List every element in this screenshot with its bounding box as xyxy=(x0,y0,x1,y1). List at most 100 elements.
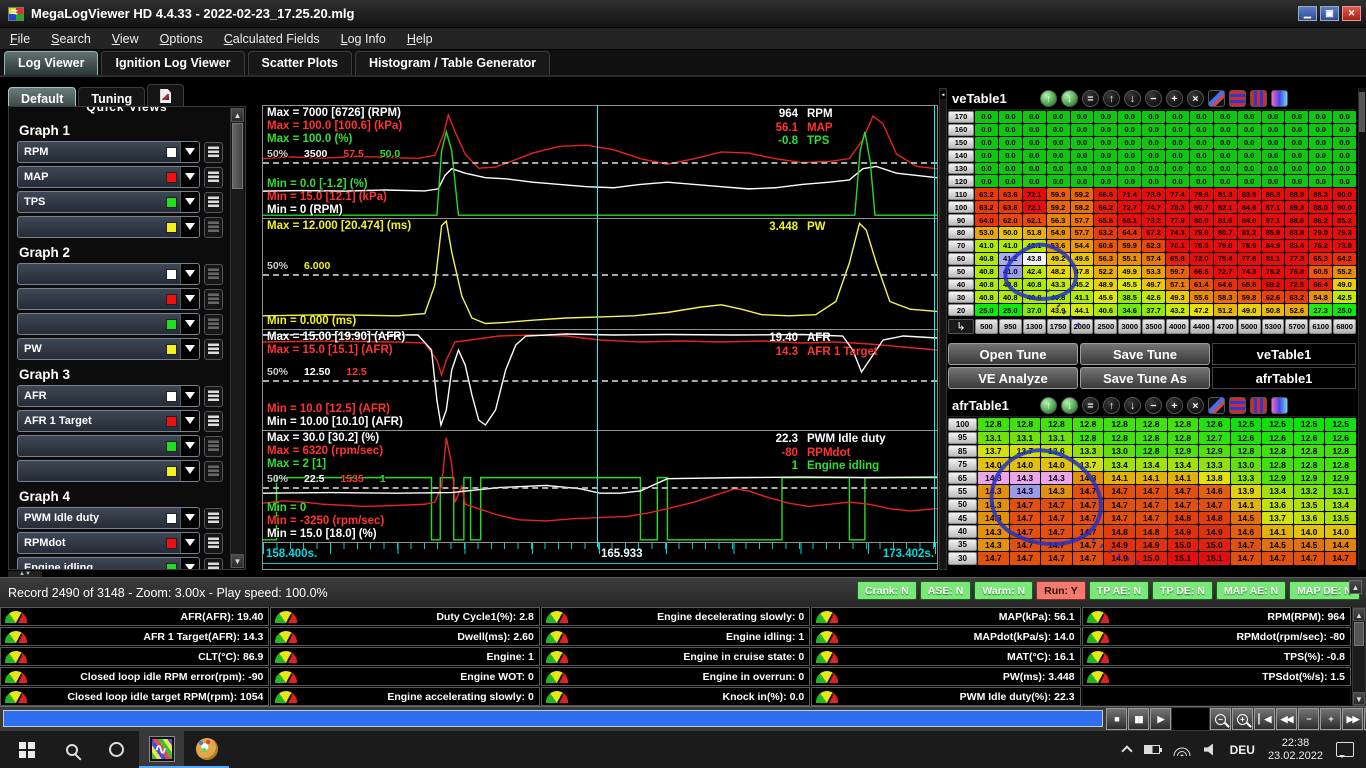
afr-cell[interactable]: 12.5 xyxy=(1262,418,1293,431)
afr-cell[interactable]: 14.3 xyxy=(978,471,1009,485)
open-tune-button[interactable]: Open Tune xyxy=(948,343,1078,366)
afr-cell[interactable]: 14.6 xyxy=(1199,485,1230,498)
graph-panel-splitter[interactable]: ◂ xyxy=(939,88,947,570)
ve-cell[interactable]: 63.2 xyxy=(1094,227,1118,239)
ve-clear-icon[interactable]: × xyxy=(1187,90,1204,107)
afr-color-gradient-icon[interactable] xyxy=(1271,397,1288,415)
ve-cell[interactable]: 40.8 xyxy=(975,278,998,291)
ve-cell[interactable]: 41.0 xyxy=(998,239,1022,252)
ve-cell[interactable]: 80.7 xyxy=(1213,227,1237,239)
ve-cell[interactable]: 72.1 xyxy=(1022,201,1046,214)
afr-cell[interactable]: 12.8 xyxy=(1262,458,1293,471)
ve-cell[interactable]: 42.1 xyxy=(1022,239,1046,252)
ve-cell[interactable]: 79.0 xyxy=(1213,239,1237,252)
ve-cell[interactable]: 73.2 xyxy=(1142,214,1165,227)
channel-select[interactable] xyxy=(17,263,200,285)
afr-cell[interactable]: 14.7 xyxy=(1009,552,1041,565)
ve-cell[interactable]: 0.0 xyxy=(1094,149,1118,162)
ve-cell[interactable]: 63.2 xyxy=(1285,291,1309,304)
afr-cell[interactable]: 12.7 xyxy=(1199,431,1230,445)
wifi-icon[interactable] xyxy=(1173,744,1191,756)
ve-cell[interactable]: 55.2 xyxy=(1333,265,1356,278)
ve-cell[interactable]: 0.0 xyxy=(1142,111,1165,123)
ve-cell[interactable]: 51.2 xyxy=(1213,304,1237,317)
panel-scrollbar[interactable] xyxy=(1358,88,1366,570)
playback-zoom-out-button[interactable]: − xyxy=(1210,708,1231,730)
ve-cell[interactable]: 43.8 xyxy=(1022,252,1046,265)
afr-cell[interactable]: 13.4 xyxy=(1135,458,1167,471)
ve-cell[interactable]: 0.0 xyxy=(1237,162,1261,175)
afr-cell[interactable]: 13.1 xyxy=(978,431,1009,445)
channel-settings-button[interactable] xyxy=(204,385,223,407)
afr-cell[interactable]: 14.3 xyxy=(1041,471,1072,485)
save-tune-button[interactable]: Save Tune xyxy=(1080,343,1210,366)
ve-cell[interactable]: 41.0 xyxy=(975,239,998,252)
ve-cell[interactable]: 0.0 xyxy=(1285,123,1309,136)
ve-analyze-button[interactable]: VE Analyze xyxy=(948,367,1078,390)
afr-cell[interactable]: 14.3 xyxy=(978,511,1009,525)
ve-cell[interactable]: 83.5 xyxy=(1237,188,1261,201)
ve-cell[interactable]: 0.0 xyxy=(1237,136,1261,149)
playback-skip-end-button[interactable]: ▶▏ xyxy=(1364,708,1366,730)
ve-cell[interactable]: 59.9 xyxy=(1118,239,1142,252)
ve-cell[interactable]: 0.0 xyxy=(975,123,998,136)
ve-cell[interactable]: 0.0 xyxy=(998,149,1022,162)
ve-cell[interactable]: 0.0 xyxy=(1070,123,1094,136)
afr-cell[interactable]: 13.4 xyxy=(1167,458,1199,471)
ve-cell[interactable]: 0.0 xyxy=(1046,149,1070,162)
ve-cell[interactable]: 66.5 xyxy=(1189,265,1213,278)
ve-cell[interactable]: 42.4 xyxy=(1022,265,1046,278)
playback-progress-track[interactable] xyxy=(3,710,1103,727)
afr-cell[interactable]: 12.6 xyxy=(1230,431,1262,445)
ve-cell[interactable]: 73.9 xyxy=(1142,188,1165,201)
channel-settings-button[interactable] xyxy=(204,507,223,529)
ve-cell[interactable]: 78.3 xyxy=(1166,201,1189,214)
ve-cell[interactable]: 64.2 xyxy=(1333,252,1356,265)
channel-select[interactable] xyxy=(17,216,200,238)
ve-cell[interactable]: 88.0 xyxy=(1309,201,1333,214)
afr-cell[interactable]: 12.5 xyxy=(1230,418,1262,431)
ve-cell[interactable]: 45.2 xyxy=(1070,278,1094,291)
taskbar-megalogviewer[interactable] xyxy=(139,731,184,768)
channel-settings-button[interactable] xyxy=(204,288,223,310)
ve-cell[interactable]: 43.2 xyxy=(1166,304,1189,317)
ve-color-gradient-icon[interactable] xyxy=(1271,90,1288,107)
ve-cell[interactable]: 0.0 xyxy=(1213,149,1237,162)
ve-cell[interactable]: 0.0 xyxy=(1237,123,1261,136)
afr-cell[interactable]: 14.7 xyxy=(1262,552,1293,565)
afr-cell[interactable]: 14.1 xyxy=(1135,471,1167,485)
ve-cell[interactable]: 55.1 xyxy=(1118,252,1142,265)
ve-cell[interactable]: 0.0 xyxy=(1118,149,1142,162)
afr-pencil-icon[interactable] xyxy=(1208,397,1225,415)
channel-select-pwm-idle-duty[interactable]: PWM Idle duty xyxy=(17,507,200,529)
chevron-down-icon[interactable] xyxy=(180,167,199,187)
ve-cell[interactable]: 0.0 xyxy=(1094,111,1118,123)
afr-cell[interactable]: 14.7 xyxy=(1009,525,1041,538)
ve-cell[interactable]: 0.0 xyxy=(998,175,1022,188)
ve-cell[interactable]: 0.0 xyxy=(1237,175,1261,188)
scroll-up-icon[interactable]: ▲ xyxy=(231,108,244,122)
ve-color-rows-icon[interactable] xyxy=(1229,90,1246,107)
ve-cell[interactable]: 70.1 xyxy=(1166,239,1189,252)
afr-cell[interactable]: 14.7 xyxy=(1072,538,1104,552)
ve-cell[interactable]: 0.0 xyxy=(1142,136,1165,149)
ve-cell[interactable]: 53.0 xyxy=(975,227,998,239)
afr-cell[interactable]: 14.9 xyxy=(1104,538,1135,552)
minimize-button[interactable]: ▁ xyxy=(1298,6,1317,21)
afr-cell[interactable]: 14.3 xyxy=(978,538,1009,552)
afr-cell[interactable]: 14.9 xyxy=(1135,538,1167,552)
ve-cell[interactable]: 85.2 xyxy=(1333,214,1356,227)
gauge-scrollbar-thumb[interactable] xyxy=(1354,622,1364,646)
ve-cell[interactable]: 0.0 xyxy=(1118,136,1142,149)
ve-cell[interactable]: 0.0 xyxy=(1333,123,1356,136)
ve-cell[interactable]: 0.0 xyxy=(1166,136,1189,149)
ve-shift-up-icon[interactable]: ↑ xyxy=(1040,90,1057,107)
ve-cell[interactable]: 77.9 xyxy=(1166,214,1189,227)
afr-cell[interactable]: 14.7 xyxy=(1009,511,1041,525)
ve-cell[interactable]: 0.0 xyxy=(1070,111,1094,123)
afr-cell[interactable]: 14.7 xyxy=(1230,552,1262,565)
channel-settings-button[interactable] xyxy=(204,460,223,482)
ve-cell[interactable]: 47.2 xyxy=(1189,304,1213,317)
ve-cell[interactable]: 64.0 xyxy=(975,214,998,227)
afr-cell[interactable]: 14.7 xyxy=(1293,552,1325,565)
